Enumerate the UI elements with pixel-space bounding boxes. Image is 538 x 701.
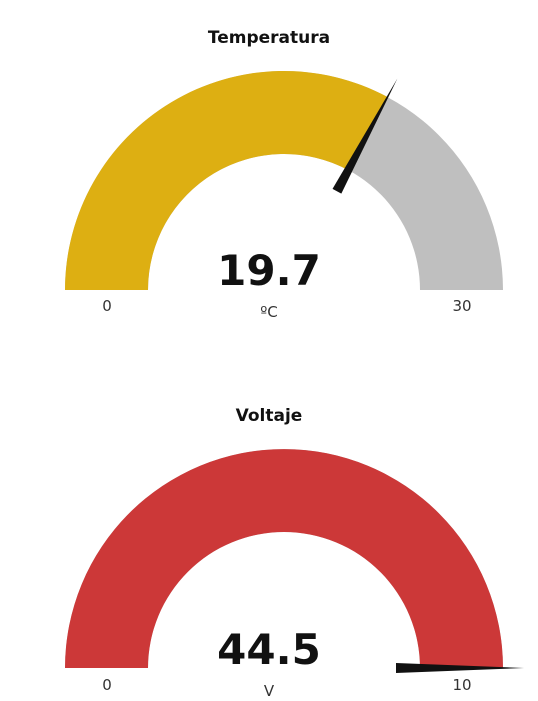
- gauge-min-label: 0: [102, 676, 112, 694]
- gauge-value: 44.5: [217, 625, 321, 674]
- gauge-unit: V: [263, 682, 275, 700]
- gauge-voltaje: Voltaje 44.5 V 0 10: [0, 378, 538, 701]
- gauge-unit: ºC: [260, 303, 278, 321]
- gauge-title: Voltaje: [235, 406, 303, 426]
- gauge-fill-arc: [65, 449, 503, 668]
- gauge-min-label: 0: [102, 297, 112, 315]
- gauge-max-label: 30: [452, 297, 472, 315]
- gauge-max-label: 10: [452, 676, 472, 694]
- gauge-needle: [396, 663, 524, 673]
- gauge-temperatura: Temperatura 19.7 ºC 0 30: [0, 0, 538, 340]
- gauge-value: 19.7: [217, 246, 321, 295]
- gauge-dial: [65, 449, 524, 673]
- gauge-needle: [332, 78, 398, 194]
- gauge-dial: [65, 70, 503, 290]
- gauge-fill-arc: [65, 70, 388, 290]
- gauge-title: Temperatura: [207, 28, 331, 48]
